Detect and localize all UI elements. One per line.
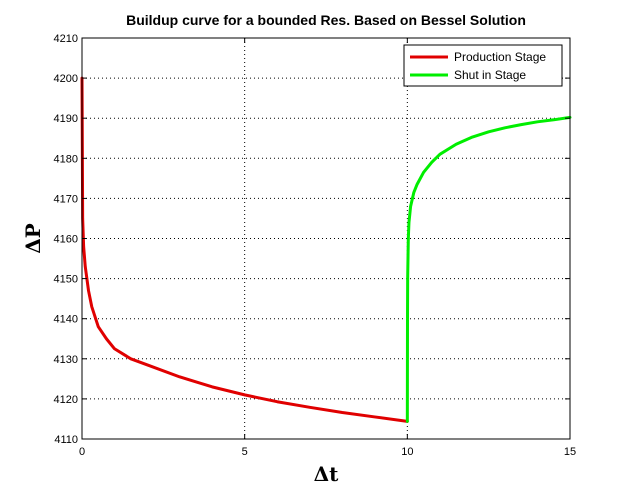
legend-box — [403, 44, 563, 87]
x-tick-label: 0 — [79, 446, 85, 458]
y-tick-label: 4180 — [54, 153, 78, 165]
y-tick-label: 4210 — [54, 33, 78, 45]
legend-label: Production Stage — [454, 50, 546, 64]
x-axis-label: Δt — [314, 462, 340, 486]
y-tick-label: 4200 — [54, 73, 78, 85]
legend: Production Stage Shut in Stage — [403, 44, 563, 87]
series-line-production-stage — [80, 76, 409, 423]
y-tick-label: 4120 — [54, 394, 78, 406]
y-tick-label: 4170 — [54, 193, 78, 205]
y-tick-label: 4130 — [54, 354, 78, 366]
x-tick-label: 10 — [401, 446, 413, 458]
series-layer — [80, 76, 572, 423]
x-tick-label: 5 — [242, 446, 248, 458]
chart-title: Buildup curve for a bounded Res. Based o… — [126, 12, 526, 28]
ticks — [81, 37, 571, 440]
legend-label: Shut in Stage — [454, 68, 526, 82]
x-tick-label: 15 — [564, 446, 576, 458]
y-tick-label: 4160 — [54, 234, 78, 246]
y-tick-label: 4190 — [54, 113, 78, 125]
y-axis-label: ΔP — [21, 223, 45, 254]
y-tick-label: 4150 — [54, 274, 78, 286]
tick-labels: 0 5 10 15 4110 4120 4130 4140 4150 4160 4170 4180 41… — [54, 33, 577, 458]
y-tick-label: 4110 — [54, 434, 78, 446]
series-line-shut-in-stage — [405, 115, 572, 423]
y-tick-label: 4140 — [54, 314, 78, 326]
